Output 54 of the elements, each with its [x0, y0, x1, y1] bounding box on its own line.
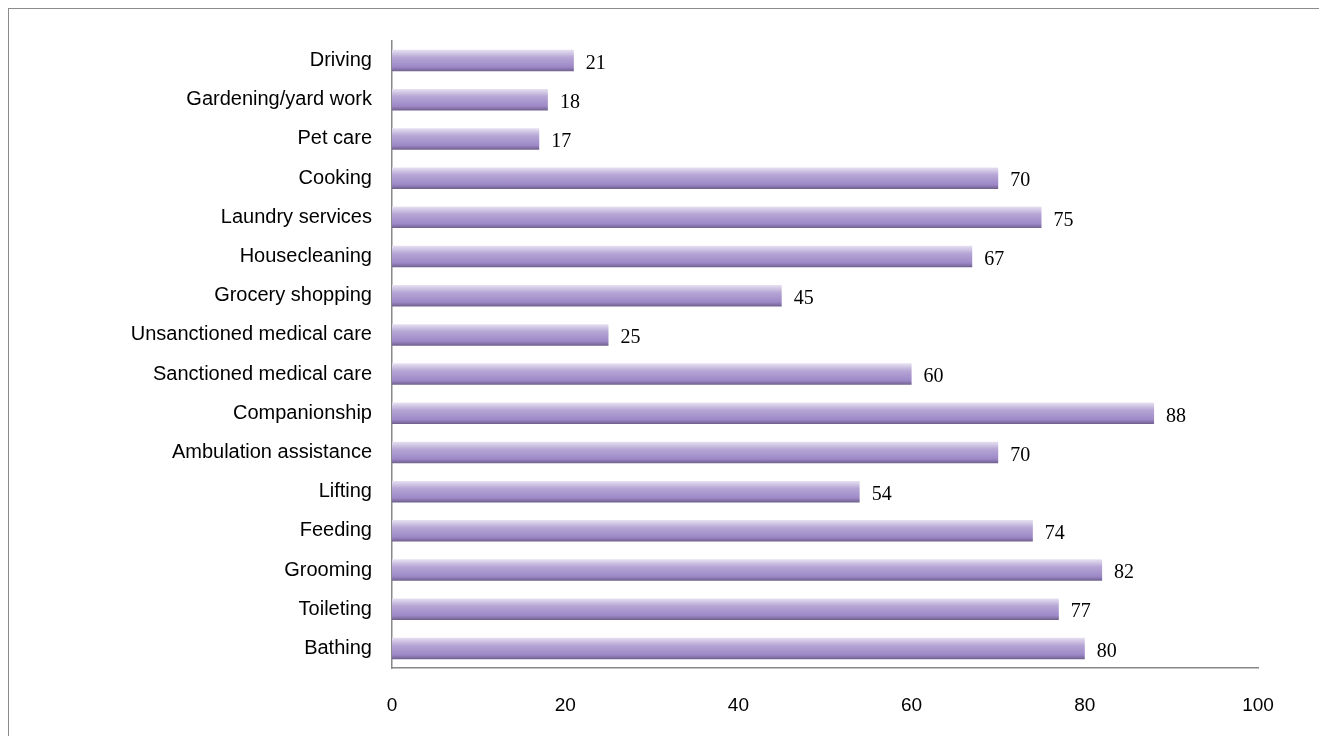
bar [392, 167, 999, 189]
bar [392, 284, 782, 307]
bar [392, 89, 548, 111]
data-label: 25 [620, 325, 641, 348]
y-tick-label: Housecleaning [239, 244, 372, 267]
y-tick-label: Sanctioned medical care [152, 361, 372, 384]
bar [392, 480, 860, 503]
data-label: 82 [1114, 560, 1135, 583]
bar [392, 363, 912, 385]
data-label: 74 [1044, 521, 1065, 544]
bar [392, 441, 999, 464]
y-tick-label: Cooking [298, 165, 372, 188]
data-label: 17 [551, 129, 572, 152]
data-label: 60 [923, 364, 944, 387]
y-tick-label: Gardening/yard work [186, 87, 373, 110]
x-tick-label: 0 [386, 693, 398, 715]
bar [392, 206, 1042, 229]
bar [392, 402, 1155, 425]
bar [392, 245, 973, 268]
x-tick-label: 20 [554, 693, 576, 715]
y-tick-label: Lifting [318, 479, 372, 502]
y-tick-label: Laundry services [220, 204, 372, 227]
y-tick-label: Pet care [297, 126, 372, 149]
data-label: 18 [559, 90, 580, 113]
y-tick-label: Bathing [304, 635, 372, 658]
y-tick-label: Companionship [233, 400, 372, 423]
x-tick-label: 40 [727, 693, 749, 715]
data-label: 70 [1010, 168, 1031, 191]
data-label: 77 [1070, 599, 1091, 622]
bar [392, 128, 540, 150]
x-tick-label: 80 [1074, 693, 1096, 715]
data-label: 75 [1053, 207, 1074, 230]
bar [392, 559, 1103, 581]
y-tick-label: Ambulation assistance [171, 439, 372, 462]
y-tick-label: Toileting [298, 596, 372, 619]
data-label: 21 [585, 50, 606, 73]
y-tick-label: Grooming [284, 557, 372, 580]
bar [392, 520, 1033, 542]
y-tick-label: Driving [309, 48, 372, 71]
data-label: 67 [984, 246, 1005, 269]
data-label: 80 [1096, 638, 1117, 661]
bar [392, 598, 1059, 620]
data-label: 54 [871, 481, 892, 504]
y-tick-label: Grocery shopping [214, 283, 372, 306]
x-tick-label: 60 [901, 693, 923, 715]
bar [392, 324, 609, 346]
bar [392, 637, 1085, 660]
x-tick-label: 100 [1242, 693, 1274, 715]
y-tick-label: Feeding [299, 518, 372, 541]
bar [392, 49, 574, 72]
y-tick-label: Unsanctioned medical care [130, 322, 372, 345]
data-label: 45 [793, 285, 814, 308]
data-label: 88 [1166, 403, 1187, 426]
data-label: 70 [1010, 442, 1031, 465]
